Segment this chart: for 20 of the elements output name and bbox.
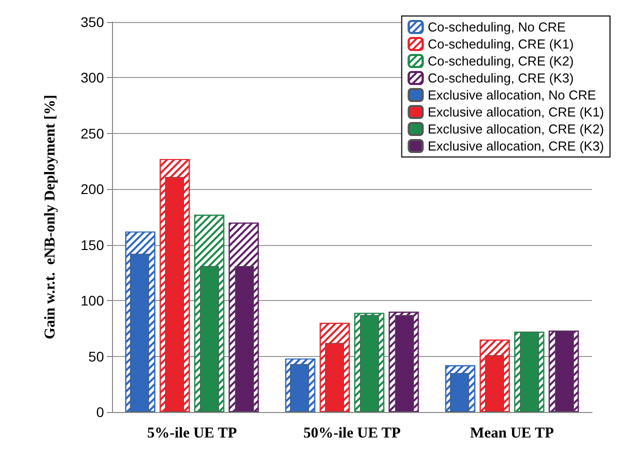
legend-label: Exclusive allocation, CRE (K1)	[428, 104, 604, 120]
y-tick-label: 50	[88, 348, 104, 364]
y-tick-label: 250	[80, 125, 104, 142]
y-tick-label: 150	[80, 236, 104, 253]
y-tick-label: 0	[96, 404, 104, 420]
legend-label: Exclusive allocation, CRE (K2)	[428, 122, 604, 136]
y-tick-label: 300	[80, 70, 104, 86]
y-tick-label: 100	[80, 292, 104, 309]
x-tick-label: 50%-ile UE TP	[303, 426, 401, 442]
legend-label: Co-scheduling, No CRE	[428, 20, 566, 34]
legend-label: Exclusive allocation, No CRE	[428, 88, 596, 102]
y-axis-title: Gain w.r.t. eNB-only Deployment [%]	[42, 94, 58, 340]
y-tick-label: 200	[80, 181, 104, 198]
legend-label: Exclusive allocation, CRE (K3)	[428, 138, 604, 154]
x-tick-label: Mean UE TP	[470, 426, 554, 442]
legend-label: Co-scheduling, CRE (K1)	[428, 36, 574, 52]
x-tick-label: 5%-ile UE TP	[147, 426, 237, 442]
legend-label: Co-scheduling, CRE (K2)	[428, 54, 574, 68]
legend-label: Co-scheduling, CRE (K3)	[428, 70, 574, 86]
y-tick-label: 350	[80, 14, 104, 30]
